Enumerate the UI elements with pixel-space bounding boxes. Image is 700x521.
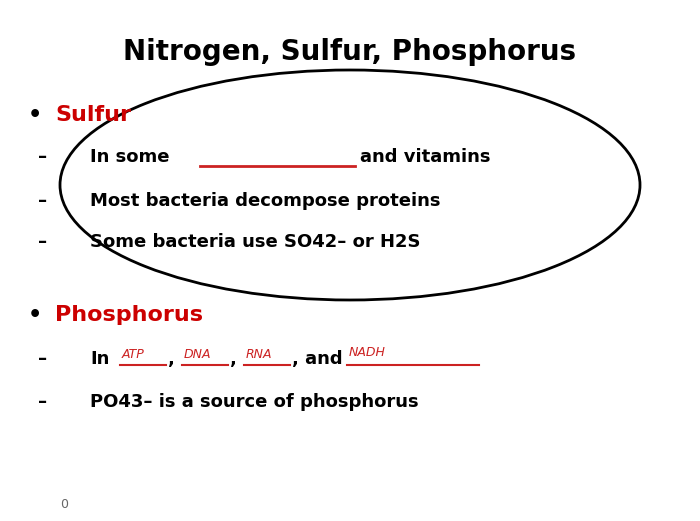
Text: Sulfur: Sulfur [55, 105, 131, 125]
Text: ,: , [168, 350, 175, 368]
Text: –: – [38, 393, 47, 411]
Text: NADH: NADH [349, 346, 386, 359]
Text: Most bacteria decompose proteins: Most bacteria decompose proteins [90, 192, 440, 210]
Text: In: In [90, 350, 109, 368]
Text: , and: , and [292, 350, 342, 368]
Text: and vitamins: and vitamins [360, 148, 491, 166]
Text: DNA: DNA [184, 348, 211, 361]
Text: •: • [28, 105, 42, 125]
Text: –: – [38, 350, 47, 368]
Text: Some bacteria use SO42– or H2S: Some bacteria use SO42– or H2S [90, 233, 421, 251]
Text: PO43– is a source of phosphorus: PO43– is a source of phosphorus [90, 393, 419, 411]
Text: 0: 0 [60, 498, 68, 511]
Text: ATP: ATP [122, 348, 145, 361]
Text: ,: , [230, 350, 237, 368]
Text: In some: In some [90, 148, 169, 166]
Text: RNA: RNA [246, 348, 272, 361]
Text: –: – [38, 233, 47, 251]
Text: –: – [38, 192, 47, 210]
Text: Phosphorus: Phosphorus [55, 305, 203, 325]
Text: Nitrogen, Sulfur, Phosphorus: Nitrogen, Sulfur, Phosphorus [123, 38, 577, 66]
Text: •: • [28, 305, 42, 325]
Text: –: – [38, 148, 47, 166]
